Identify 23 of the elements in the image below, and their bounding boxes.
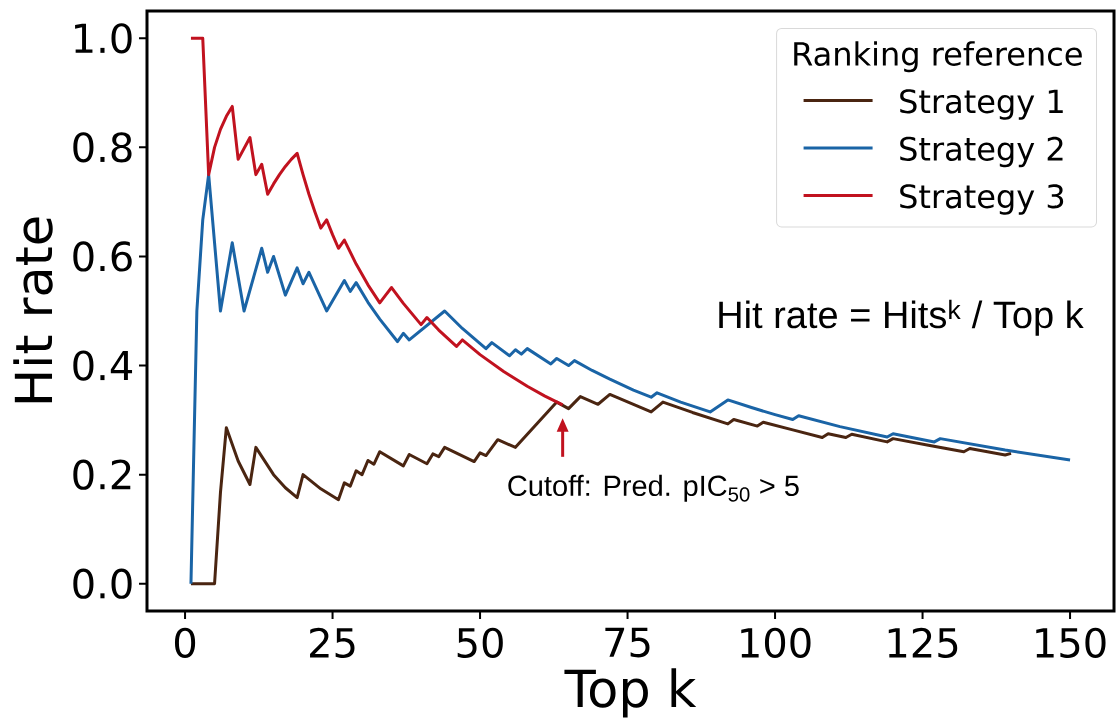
legend-title: Ranking reference: [794, 41, 1082, 73]
x-tick-label: 0: [174, 627, 196, 658]
line-series: [189, 36, 565, 407]
x-tick-label: 125: [888, 627, 958, 658]
x-tick-label: 75: [605, 627, 650, 658]
y-tick-label: 0.8: [73, 132, 132, 163]
legend-label: Strategy 3: [900, 184, 1064, 215]
y-tick-label: 0.0: [73, 568, 132, 599]
y-axis-title: Hit rate: [13, 217, 53, 403]
legend-label: Strategy 2: [900, 136, 1063, 168]
x-axis-title: Top k: [564, 668, 697, 718]
line-series: [189, 392, 1013, 586]
legend-label: Strategy 1: [900, 89, 1063, 120]
annotation: Cutoff: Pred. pIC$_{50}$ > 5: [508, 474, 799, 502]
y-tick-label: 0.4: [73, 350, 133, 381]
annotation: Hit rate = Hits$^{k}$ / Top k: [719, 299, 1084, 336]
x-tick-label: 50: [457, 627, 503, 658]
x-tick-label: 25: [310, 627, 355, 658]
x-tick-label: 150: [1036, 627, 1106, 658]
y-tick-label: 1.0: [75, 23, 132, 54]
x-tick-label: 100: [741, 627, 811, 658]
y-tick-label: 0.6: [73, 241, 132, 272]
y-tick-label: 0.2: [73, 459, 131, 490]
